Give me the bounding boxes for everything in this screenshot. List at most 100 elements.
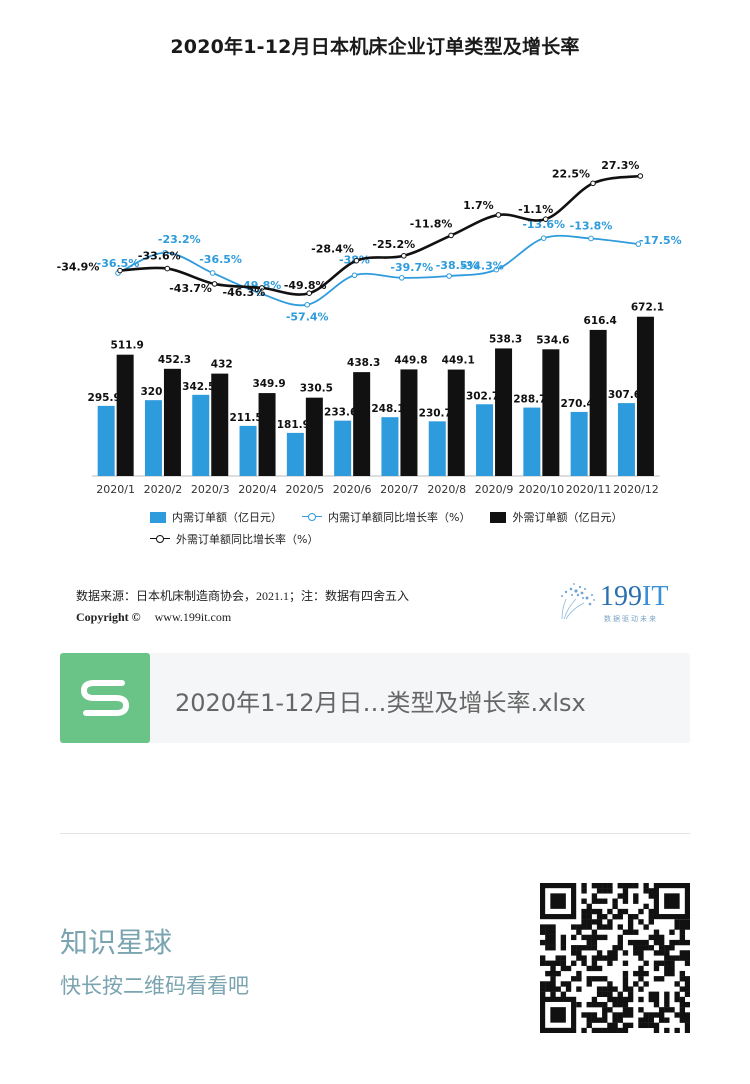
line-foreign-point <box>495 212 502 218</box>
chart-legend: 内需订单额（亿日元） 内需订单额同比增长率（%） 外需订单额（亿日元） 外需订单… <box>150 506 670 550</box>
line-foreign-point <box>306 290 313 296</box>
bar-label-foreign: 616.4 <box>584 315 617 327</box>
line-foreign-point <box>117 267 123 274</box>
line-foreign-point <box>164 265 171 272</box>
line-foreign-label: -33.6% <box>138 250 181 263</box>
bar-label-foreign: 432 <box>211 359 233 371</box>
line-foreign-label: -49.8% <box>284 279 327 292</box>
bar-domestic <box>144 400 162 476</box>
bar-domestic <box>523 407 541 476</box>
logo-tagline: 数据驱动未来 <box>604 615 658 623</box>
bar-foreign <box>163 368 181 476</box>
bar-foreign <box>353 372 371 476</box>
bar-domestic <box>381 417 399 476</box>
logo-wordmark: 199IT <box>600 581 669 612</box>
x-tick-label: 2020/12 <box>613 483 659 496</box>
bar-label-domestic: 295.9 <box>88 392 121 404</box>
line-domestic-label: -34.3% <box>461 260 504 273</box>
x-tick-label: 2020/7 <box>380 483 419 496</box>
line-domestic-point <box>399 275 405 281</box>
line-domestic-label: -39.7% <box>390 261 433 274</box>
x-tick-label: 2020/10 <box>518 483 564 496</box>
bar-label-foreign: 511.9 <box>111 340 144 352</box>
footer-subtitle: 快长按二维码看看吧 <box>60 974 249 998</box>
line-domestic <box>117 234 639 307</box>
legend-swatch-foreign-line <box>150 533 170 545</box>
bar-label-foreign: 452.3 <box>158 354 191 366</box>
bar-foreign <box>447 369 465 476</box>
line-domestic-label: -13.8% <box>570 219 613 232</box>
footer-title: 知识星球 <box>60 926 173 959</box>
bar-label-domestic: 302.7 <box>466 390 499 402</box>
dandelion-icon <box>561 583 595 620</box>
line-domestic-label: -57.4% <box>286 311 329 324</box>
bar-label-domestic: 181.9 <box>277 419 310 431</box>
divider <box>60 833 690 834</box>
legend-item-domestic-amount: 内需订单额（亿日元） <box>150 509 282 525</box>
source-text: 数据来源：日本机床制造商协会，2021.1；注：数据有四舍五入 <box>76 589 410 603</box>
line-domestic-point <box>635 241 642 247</box>
line-foreign-label: -34.9% <box>57 261 100 274</box>
bar-label-foreign: 449.8 <box>394 354 427 366</box>
line-foreign-label: -28.4% <box>311 243 354 256</box>
x-tick-label: 2020/2 <box>144 483 183 496</box>
bar-domestic <box>570 411 588 476</box>
bar-label-domestic: 288.7 <box>513 394 546 406</box>
bar-domestic <box>617 403 635 476</box>
bar-domestic <box>428 421 446 476</box>
line-foreign-point <box>542 216 549 222</box>
bar-domestic <box>192 394 210 476</box>
copyright-text: Copyright © <box>76 610 141 624</box>
line-foreign-label: -1.1% <box>518 203 553 216</box>
line-foreign-label: -46.3% <box>223 286 266 299</box>
line-domestic-point <box>446 273 452 279</box>
spreadsheet-s-icon <box>60 653 150 743</box>
line-foreign-point <box>637 173 644 179</box>
line-foreign-label: 1.7% <box>463 199 494 212</box>
bar-domestic <box>286 432 304 476</box>
file-name: 2020年1-12月日…类型及增长率.xlsx <box>175 689 586 717</box>
bar-label-domestic: 270.4 <box>561 398 594 410</box>
line-foreign-point <box>259 285 265 291</box>
x-tick-label: 2020/6 <box>333 483 372 496</box>
bar-foreign <box>495 348 513 476</box>
bar-label-foreign: 538.3 <box>489 333 522 345</box>
x-tick-label: 2020/8 <box>427 483 466 496</box>
bar-label-domestic: 342.5 <box>182 381 215 393</box>
combo-chart: 295.9 511.9 2020/1 320 452.3 2020/2 342.5 432 20… <box>57 159 682 496</box>
x-tick-label: 2020/11 <box>566 483 612 496</box>
line-domestic-label: -36.5% <box>97 257 140 270</box>
line-domestic-point <box>209 270 216 276</box>
bar-foreign <box>542 349 560 476</box>
bar-label-domestic: 233.6 <box>324 407 357 419</box>
line-domestic-point <box>351 272 358 279</box>
bar-domestic <box>239 425 257 476</box>
line-foreign-label: 22.5% <box>552 167 590 180</box>
qr-code-icon[interactable] <box>540 883 691 1034</box>
line-foreign-point <box>211 281 218 287</box>
bar-label-foreign: 534.6 <box>536 334 569 346</box>
legend-item-foreign-amount: 外需订单额（亿日元） <box>490 509 622 525</box>
bar-foreign <box>589 329 607 476</box>
line-domestic-point <box>162 249 169 256</box>
file-attachment-card[interactable]: 2020年1-12月日…类型及增长率.xlsx <box>60 653 690 743</box>
bar-label-domestic: 230.7 <box>419 407 452 419</box>
chart-title: 2020年1-12月日本机床企业订单类型及增长率 <box>170 36 580 58</box>
legend-item-domestic-growth: 内需订单额同比增长率（%） <box>302 509 470 525</box>
bar-label-domestic: 307.6 <box>608 389 641 401</box>
line-foreign-point <box>401 253 407 259</box>
bar-foreign <box>636 316 654 476</box>
line-foreign-point <box>448 232 454 239</box>
x-tick-label: 2020/3 <box>191 483 230 496</box>
legend-label: 内需订单额同比增长率（%） <box>328 511 471 524</box>
line-foreign-label: 27.3% <box>601 159 639 172</box>
bar-label-domestic: 248.1 <box>371 403 404 415</box>
bar-domestic <box>334 420 352 476</box>
bar-domestic <box>476 404 494 476</box>
legend-swatch-domestic-bar <box>150 511 166 523</box>
line-foreign-label: -11.8% <box>410 217 453 230</box>
x-tick-label: 2020/1 <box>96 483 135 496</box>
brand-logo: 199IT 数据驱动未来 <box>554 581 684 623</box>
bar-label-domestic: 211.5 <box>229 412 262 424</box>
line-foreign-point <box>590 180 596 187</box>
